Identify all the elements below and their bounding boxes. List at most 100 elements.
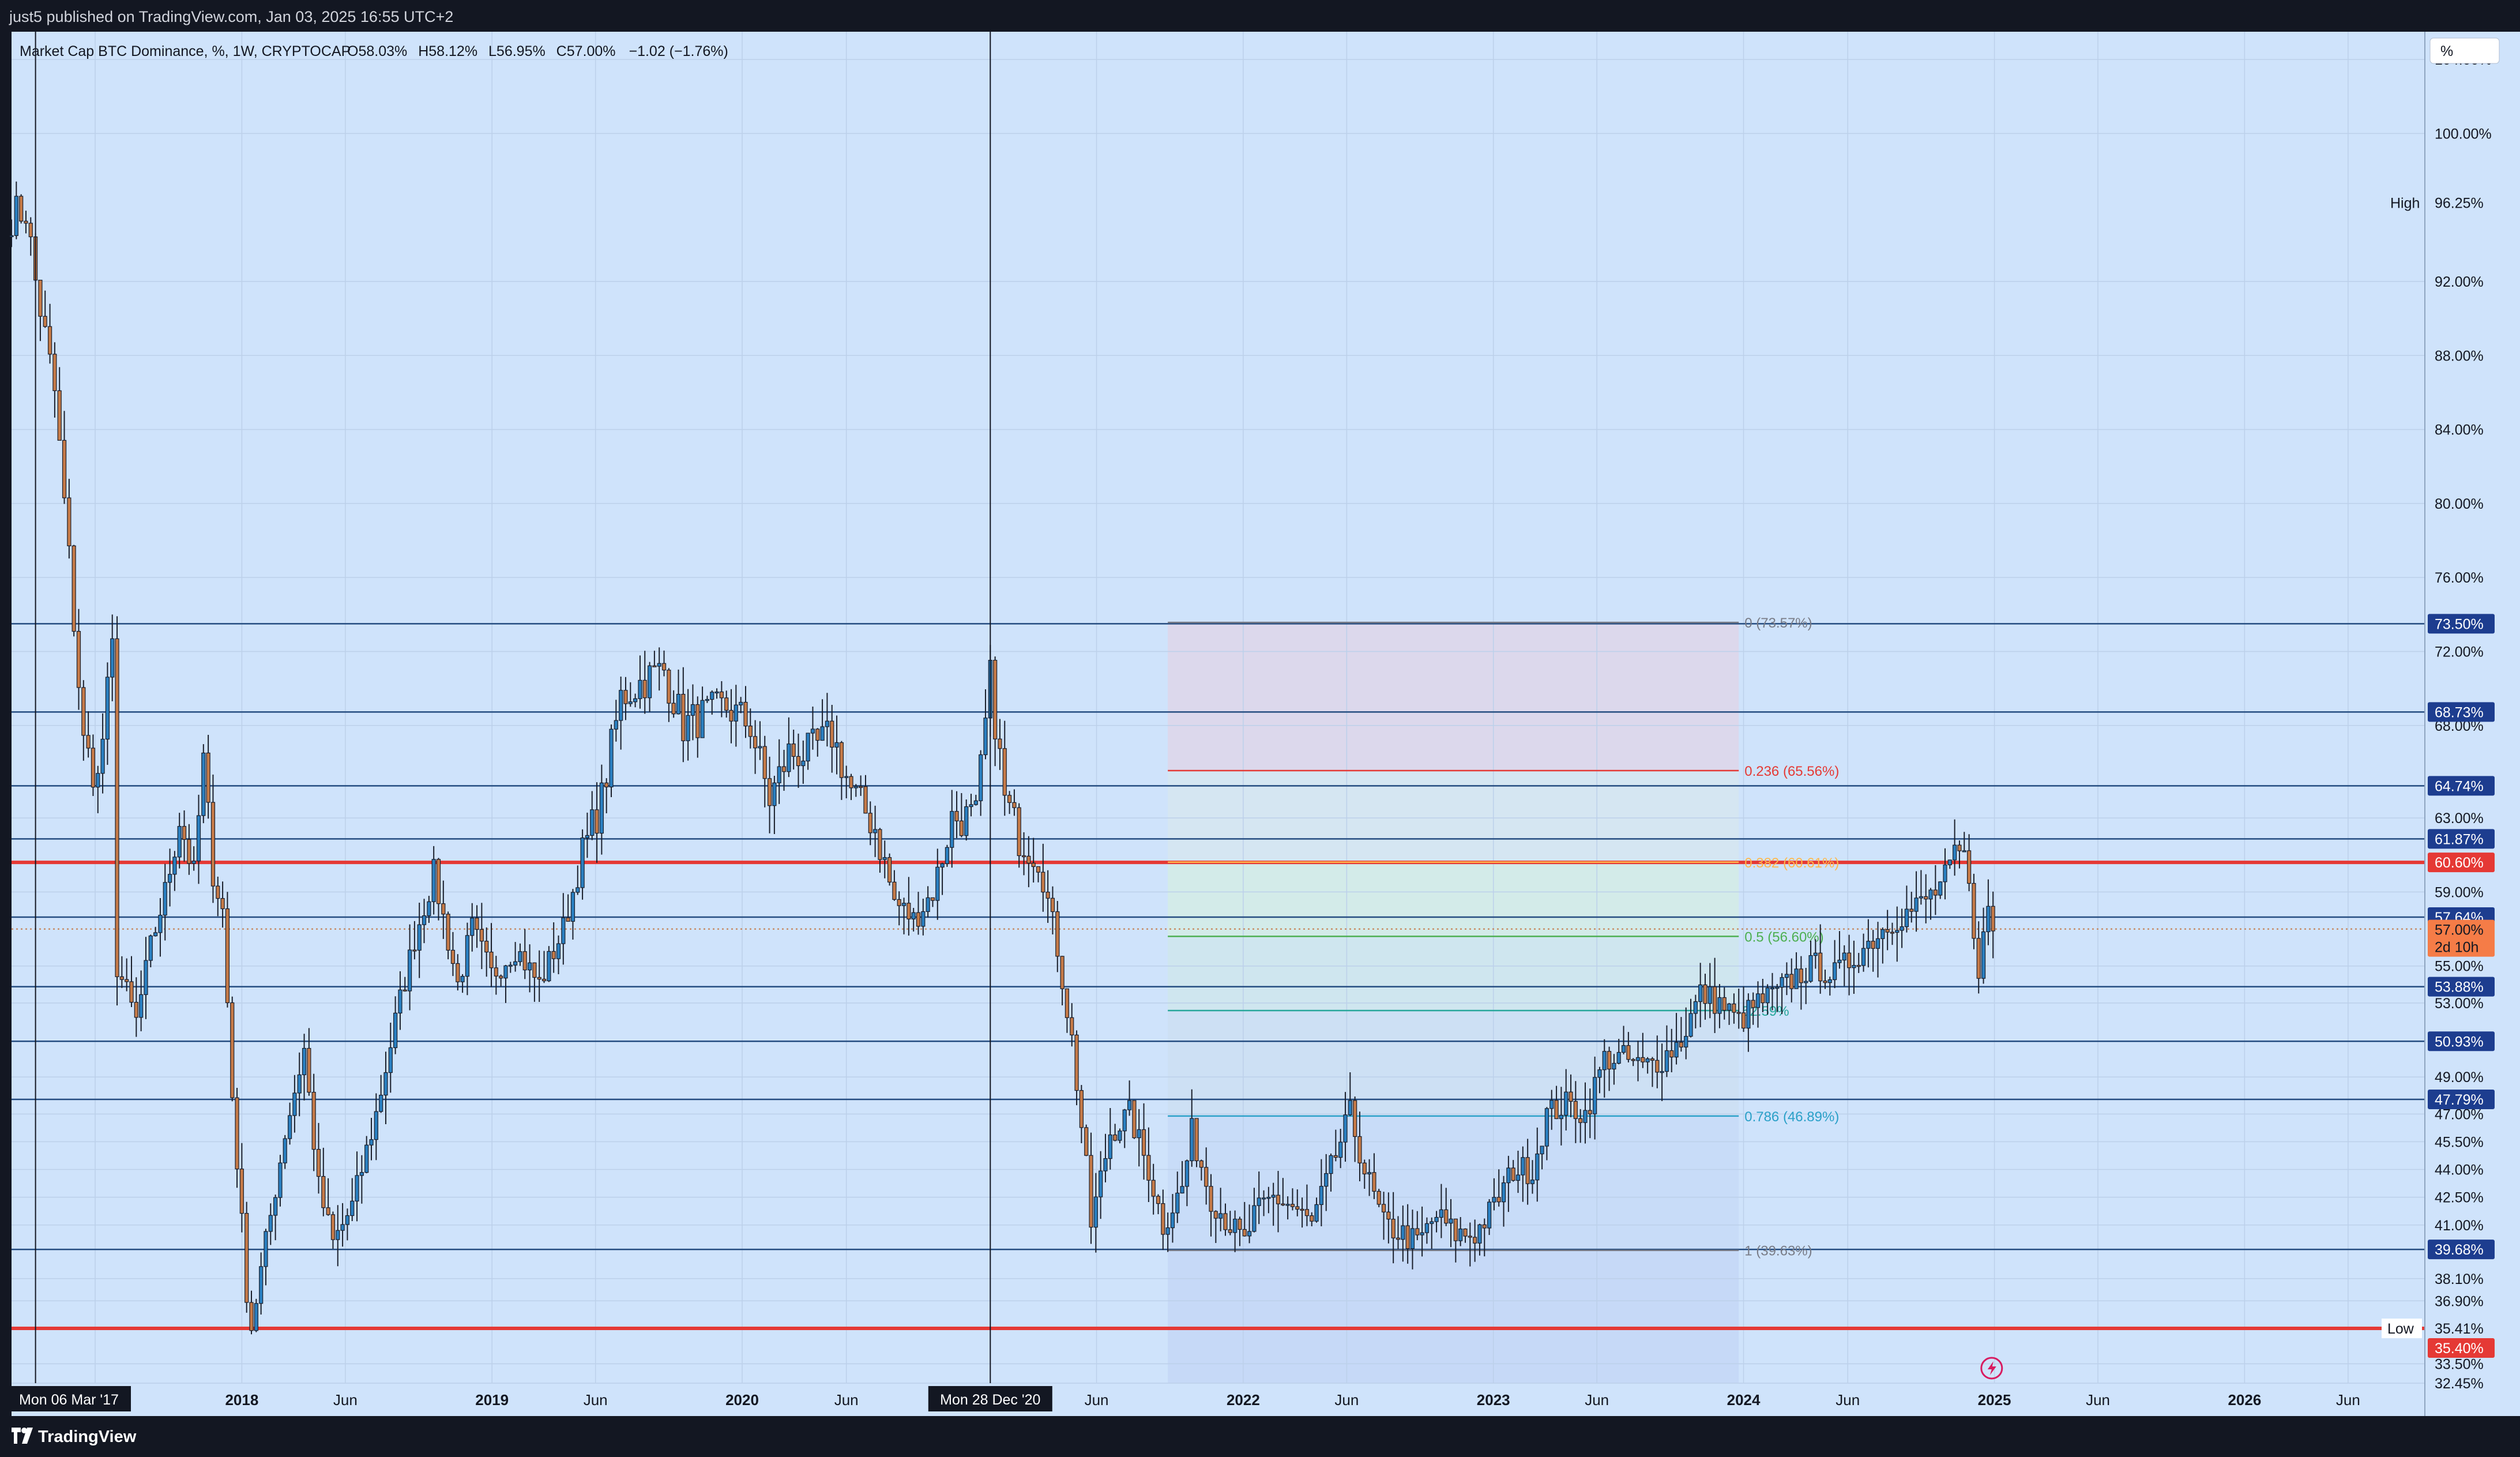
scale-mode-button[interactable]: % [2429,37,2500,64]
candle-body [820,726,825,741]
candle-body [901,903,907,906]
candle-body [1924,896,1928,900]
x-tick-label: 2018 [225,1391,258,1409]
level-tag-64.74%[interactable]: 64.74% [2428,776,2495,796]
candle-body [1957,844,1962,851]
candle-body [1827,979,1832,983]
candle-body [1804,981,1808,983]
y-tick-label: 49.00% [2435,1069,2484,1086]
close-label: C [556,43,567,59]
level-tag-53.88%-bg[interactable] [2428,977,2495,997]
current-price-tag[interactable]: 57.00% 2d 10h [2428,919,2495,957]
level-tag-53.88%[interactable]: 53.88% [2428,977,2495,997]
tradingview-brand[interactable]: TradingView [38,1428,137,1446]
close-value: 57.00% [567,43,616,59]
candle-body [1904,908,1909,927]
candle-body [1880,929,1885,939]
candle-body [19,196,24,221]
candle-body [1238,1218,1242,1230]
candle-body [787,743,791,772]
level-tag-60.60%-text[interactable]: 60.60% [2435,855,2484,871]
tradingview-logo-icon[interactable] [10,1425,35,1446]
candle-body [642,679,647,699]
level-tag-61.87%[interactable]: 61.87% [2428,829,2495,849]
candle-body [541,978,547,982]
candle-body [1141,1129,1146,1156]
level-tag-68.73%-bg[interactable] [2428,702,2495,722]
candle-body [935,866,940,901]
candle-body [1156,1196,1161,1204]
y-tick-label: 72.00% [2435,644,2484,660]
candle-body [1559,1114,1563,1120]
candle-body [1688,1013,1693,1037]
level-tag-50.93%-text[interactable]: 50.93% [2435,1034,2484,1050]
candle-body [129,981,134,1003]
candle-body [921,911,926,927]
level-tag-47.79%-text[interactable]: 47.79% [2435,1092,2484,1108]
level-tag-60.60%[interactable]: 60.60% [2428,853,2495,873]
x-tick-label: Jun [1585,1391,1609,1409]
scale-button-box[interactable] [2429,37,2500,64]
low-red-tag[interactable]: 35.40% [2428,1338,2495,1358]
candle-body [499,975,503,979]
candle-body [407,949,412,992]
candle-body [1002,748,1007,796]
candle-body [1122,1109,1127,1132]
candle-body [1703,984,1707,1004]
level-tag-39.68%-text[interactable]: 39.68% [2435,1242,2484,1258]
candle-body [1209,1186,1213,1212]
candle-body [1727,1003,1732,1011]
x-tick-label: Jun [1085,1391,1109,1409]
lightning-icon[interactable] [1980,1357,2003,1380]
y-tick-label: 38.10% [2435,1271,2484,1287]
level-tag-64.74%-bg[interactable] [2428,776,2495,796]
level-tag-60.60%-bg[interactable] [2428,853,2495,873]
candle-body [1108,1134,1112,1159]
level-tag-50.93%-bg[interactable] [2428,1031,2495,1052]
candle-body [1612,1062,1616,1070]
crosshair-lines [35,32,991,1383]
candle-body [762,746,767,779]
level-tag-53.88%-text[interactable]: 53.88% [2435,979,2484,996]
level-tag-47.79%[interactable]: 47.79% [2428,1089,2495,1109]
candle-body [1962,850,1966,853]
candle-body [911,912,916,919]
candles [9,181,1995,1335]
level-tag-68.73%[interactable]: 68.73% [2428,702,2495,722]
candle-body [292,1092,297,1116]
level-tag-39.68%-bg[interactable] [2428,1240,2495,1260]
candle-body [1866,941,1871,949]
candle-body [522,951,527,971]
level-tag-64.74%-text[interactable]: 64.74% [2435,778,2484,794]
current-price-value[interactable]: 57.00% [2435,922,2484,938]
candle-body [647,665,652,699]
candle-body [153,932,158,937]
level-tag-73.50%-text[interactable]: 73.50% [2435,616,2484,632]
level-tag-50.93%[interactable]: 50.93% [2428,1031,2495,1052]
crosshair-date-text: Mon 06 Mar '17 [19,1392,119,1408]
candle-body [1482,1224,1487,1229]
y-tick-label: 47.00% [2435,1106,2484,1122]
candle-body [403,989,407,992]
scale-button-label[interactable]: % [2440,43,2453,59]
current-price-countdown[interactable]: 2d 10h [2435,940,2478,956]
level-tag-61.87%-bg[interactable] [2428,829,2495,849]
candle-body [1823,981,1827,983]
level-tag-61.87%-text[interactable]: 61.87% [2435,831,2484,847]
level-tag-68.73%-text[interactable]: 68.73% [2435,704,2484,720]
low-red-tag-bg[interactable] [2428,1338,2495,1358]
y-tick-label: 59.00% [2435,884,2484,900]
level-tag-73.50%[interactable]: 73.50% [2428,614,2495,634]
low-red-tag-text[interactable]: 35.40% [2435,1340,2484,1357]
level-tag-47.79%-bg[interactable] [2428,1089,2495,1109]
level-tag-73.50%-bg[interactable] [2428,614,2495,634]
candle-body [1885,929,1890,933]
candle-body [177,826,182,858]
candle-body [1794,968,1799,989]
open-value: 58.03% [358,43,407,59]
current-price-tag-bg[interactable] [2428,919,2495,957]
candle-body [364,1144,369,1173]
candle-body [954,811,959,821]
level-tag-39.68%[interactable]: 39.68% [2428,1240,2495,1260]
